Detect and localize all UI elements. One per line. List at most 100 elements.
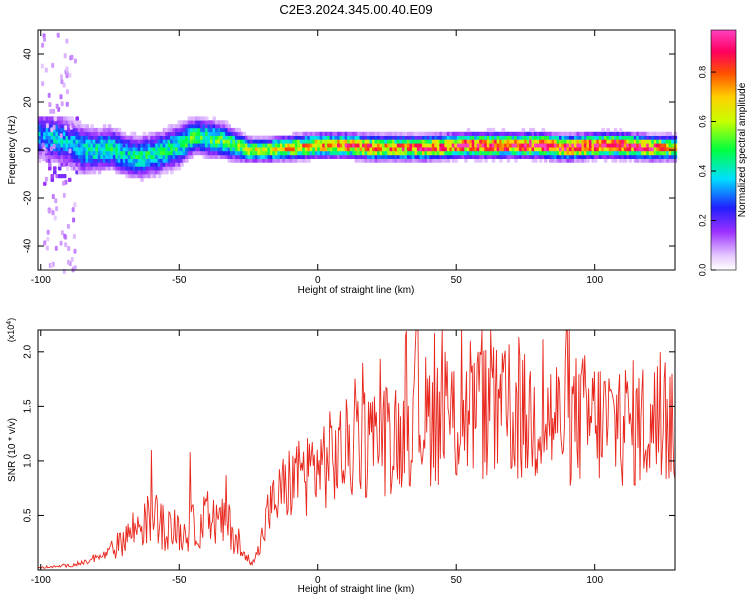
- spectrogram-cell: [41, 142, 45, 148]
- spectrogram-cell: [73, 265, 77, 271]
- spectrogram-cell: [56, 32, 60, 38]
- spectrogram-cell: [60, 230, 64, 236]
- y-tick-label: 0: [23, 147, 34, 153]
- spectrogram-cell: [613, 127, 618, 133]
- colorbar-tick-label: 0.8: [697, 66, 707, 79]
- spectrogram-cell: [122, 131, 127, 136]
- spectrogram-cell: [586, 158, 590, 163]
- spectrogram-cell: [41, 81, 45, 87]
- x-tick-label: 100: [586, 275, 603, 286]
- spectrogram-cell: [49, 108, 53, 114]
- spectrogram-cell: [77, 120, 82, 125]
- spectrogram-cell: [50, 177, 55, 182]
- spectrogram-cell: [65, 73, 69, 79]
- colorbar-label: Normalized spectral amplitude: [737, 82, 748, 217]
- y-tick-label: 0.5: [23, 508, 34, 522]
- spectrogram-cell: [132, 131, 137, 136]
- y-tick-label: 20: [23, 96, 34, 108]
- spectrogram-cell: [46, 229, 50, 235]
- spectrogram-cell: [62, 82, 66, 88]
- spectrogram-cell: [53, 215, 57, 221]
- spectrogram-cell: [43, 240, 47, 246]
- snr-x-ticks: -100 -50 0 50 100: [31, 330, 603, 586]
- x-tick-label: -100: [31, 275, 51, 286]
- spectrogram-cell: [45, 123, 49, 129]
- spectrogram-cell: [40, 63, 44, 69]
- spectrogram-cell: [541, 127, 546, 133]
- spectrogram-cell: [140, 177, 144, 182]
- spectrogram-cell: [41, 42, 45, 48]
- x-tick-label: 50: [451, 275, 463, 286]
- spectrogram-cell: [62, 192, 66, 198]
- spectrogram-cell: [42, 156, 46, 162]
- spectrogram-cell: [484, 158, 488, 163]
- y-tick-label: 1.5: [23, 399, 34, 413]
- snr-frame: [37, 329, 676, 571]
- spectrogram-cell: [47, 208, 51, 214]
- spectrogram-cell: [152, 174, 157, 179]
- spectrogram-x-axis-label: Height of straight line (km): [298, 285, 415, 296]
- spectrogram-y-ticks: -40 -20 0 20 40: [23, 48, 675, 253]
- spectrogram-cell: [50, 146, 53, 152]
- spectrogram-cell: [52, 144, 56, 149]
- spectrogram-cell: [54, 198, 58, 204]
- spectrogram-cell: [64, 242, 68, 248]
- spectrogram-cell: [170, 170, 174, 175]
- spectrogram-cell: [63, 53, 67, 59]
- spectrogram-cell: [59, 133, 63, 139]
- snr-y-axis-label: SNR (10 * v/v): [7, 418, 18, 482]
- spectrogram-cell: [51, 210, 55, 216]
- spectrogram-cell: [64, 179, 68, 185]
- spectrogram-cell: [70, 257, 74, 262]
- spectrogram-cell: [623, 158, 628, 163]
- spectrogram-cell: [102, 124, 107, 129]
- spectrogram-cell: [491, 158, 496, 163]
- spectrogram-cell: [628, 158, 633, 163]
- spectrogram-cell: [50, 127, 54, 133]
- spectrogram-cell: [51, 62, 55, 68]
- spectrogram-y-axis-label: Frequency (Hz): [7, 116, 18, 185]
- spectrogram-cell: [531, 127, 536, 133]
- spectrogram-cell: [307, 158, 311, 163]
- spectrogram-panel: -100 -50 0 50 100 -40 -20 0 20 40 Height of stra…: [7, 29, 678, 296]
- spectrogram-cell: [50, 262, 54, 268]
- spectrogram-cell: [71, 207, 75, 213]
- spectrogram-cell: [73, 58, 77, 64]
- spectrogram-cell: [539, 158, 543, 163]
- spectrogram-cell: [454, 158, 458, 163]
- spectrogram-cell: [60, 79, 64, 85]
- spectrogram-cell: [74, 120, 77, 126]
- spectrogram-cell: [157, 174, 162, 179]
- chart-title: C2E3.2024.345.00.40.E09: [279, 2, 432, 17]
- spectrogram-cell: [55, 206, 59, 212]
- spectrogram-cell: [242, 131, 246, 136]
- spectrogram-cell: [69, 162, 73, 168]
- spectrogram-cell: [65, 101, 69, 107]
- spectrogram-cell: [62, 180, 65, 186]
- spectrogram-cell: [46, 236, 50, 242]
- spectrogram-cell: [66, 223, 70, 229]
- spectrogram-cell: [92, 170, 97, 175]
- colorbar: 0.0 0.2 0.4 0.6 0.8 Normalized spectral ampl…: [697, 29, 748, 276]
- spectrogram-cell: [224, 120, 229, 125]
- spectrogram-cell: [43, 181, 47, 186]
- x-tick-label: 0: [315, 575, 321, 586]
- spectrogram-cell: [180, 162, 184, 167]
- spectrogram-cell: [618, 127, 623, 133]
- spectrogram-cell: [60, 101, 64, 107]
- spectrogram-cell: [185, 158, 189, 163]
- spectrogram-cell: [44, 176, 48, 182]
- spectrogram-cell: [165, 170, 169, 175]
- spectrogram-cell: [142, 131, 147, 136]
- spectrogram-cell: [613, 158, 618, 163]
- spectrogram-cell: [51, 194, 55, 199]
- spectrogram-cell: [53, 170, 57, 175]
- spectrogram-cell: [68, 148, 72, 154]
- spectrogram-cell: [466, 127, 471, 133]
- colorbar-ticks: 0.0 0.2 0.4 0.6 0.8: [697, 66, 716, 276]
- spectrogram-cell: [603, 158, 608, 163]
- spectrogram-cell: [62, 174, 67, 179]
- spectrogram-cell: [521, 127, 526, 133]
- x-tick-label: -100: [31, 575, 51, 586]
- snr-y-ticks: 0.5 1.0 1.5 2.0: [23, 344, 675, 522]
